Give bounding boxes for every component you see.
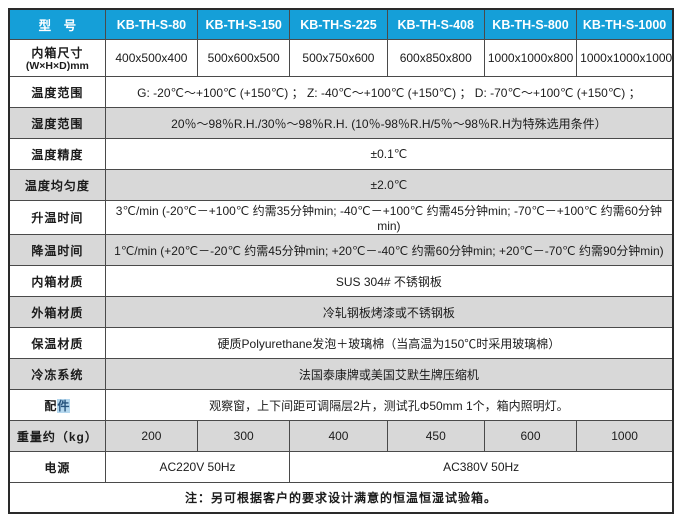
- header-model-kb-th-s-1000: KB-TH-S-1000: [576, 8, 674, 40]
- heating-time-value: 3℃/min (-20℃－+100℃ 约需35分钟min; -40℃－+100℃…: [104, 200, 674, 235]
- humidity-range-value: 20％～98％R.H./30％～98％R.H. (10％-98％R.H/5％～9…: [104, 107, 674, 139]
- accessories-value: 观察窗，上下间距可调隔层2片，测试孔Φ50mm 1个，箱内照明灯。: [104, 389, 674, 421]
- row-label-temp-range: 温度范围: [8, 76, 106, 108]
- row-temp-range: 温度范围 G: -20℃～+100℃ (+150℃) ； Z: -40℃～+10…: [8, 76, 674, 108]
- row-inner-material: 内箱材质 SUS 304# 不锈钢板: [8, 265, 674, 297]
- weight-value: 300: [197, 420, 291, 452]
- weight-value: 400: [289, 420, 388, 452]
- row-label-humidity-range: 湿度范围: [8, 107, 106, 139]
- inner-size-value: 400x500x400: [104, 39, 199, 77]
- outer-material-value: 冷轧钢板烤漆或不锈钢板: [104, 296, 674, 328]
- power-value-380v: AC380V 50Hz: [289, 451, 674, 483]
- row-label-inner-size: 内箱尺寸 (W×H×D)mm: [8, 39, 106, 77]
- header-model-label: 型 号: [8, 8, 106, 40]
- power-value-220v: AC220V 50Hz: [104, 451, 291, 483]
- header-model-kb-th-s-408: KB-TH-S-408: [386, 8, 485, 40]
- row-outer-material: 外箱材质 冷轧钢板烤漆或不锈钢板: [8, 296, 674, 328]
- row-heating-time: 升温时间 3℃/min (-20℃－+100℃ 约需35分钟min; -40℃－…: [8, 200, 674, 235]
- refrigeration-value: 法国泰康牌或美国艾默生牌压缩机: [104, 358, 674, 390]
- header-model-kb-th-s-225: KB-TH-S-225: [289, 8, 388, 40]
- row-label-accessories: 配件: [8, 389, 106, 421]
- cooling-time-value: 1℃/min (+20℃－-20℃ 约需45分钟min; +20℃－-40℃ 约…: [104, 234, 674, 266]
- row-label-heating-time: 升温时间: [8, 200, 106, 235]
- header-model-kb-th-s-80: KB-TH-S-80: [104, 8, 199, 40]
- row-label-inner-material: 内箱材质: [8, 265, 106, 297]
- row-temp-uniformity: 温度均匀度 ±2.0℃: [8, 169, 674, 201]
- row-insulation: 保温材质 硬质Polyurethane发泡＋玻璃棉（当高温为150℃时采用玻璃棉…: [8, 327, 674, 359]
- header-model-kb-th-s-150: KB-TH-S-150: [197, 8, 291, 40]
- weight-value: 1000: [576, 420, 674, 452]
- row-label-outer-material: 外箱材质: [8, 296, 106, 328]
- row-label-insulation: 保温材质: [8, 327, 106, 359]
- note-text: 注：另可根据客户的要求设计满意的恒温恒湿试验箱。: [8, 482, 674, 513]
- inner-size-value: 1000x1000x800: [483, 39, 578, 77]
- accessories-label-selected-text: 件: [57, 398, 71, 413]
- row-humidity-range: 湿度范围 20％～98％R.H./30％～98％R.H. (10％-98％R.H…: [8, 107, 674, 139]
- header-row: 型 号 KB-TH-S-80 KB-TH-S-150 KB-TH-S-225 K…: [8, 8, 674, 40]
- temp-accuracy-value: ±0.1℃: [104, 138, 674, 170]
- spec-table: 型 号 KB-TH-S-80 KB-TH-S-150 KB-TH-S-225 K…: [8, 8, 674, 514]
- row-weight: 重量约（kg） 200 300 400 450 600 1000: [8, 420, 674, 452]
- inner-size-sublabel: (W×H×D)mm: [25, 60, 89, 72]
- temp-range-value: G: -20℃～+100℃ (+150℃) ； Z: -40℃～+100℃ (+…: [104, 76, 674, 108]
- row-inner-size: 内箱尺寸 (W×H×D)mm 400x500x400 500x600x500 5…: [8, 39, 674, 77]
- row-accessories: 配件 观察窗，上下间距可调隔层2片，测试孔Φ50mm 1个，箱内照明灯。: [8, 389, 674, 421]
- inner-material-value: SUS 304# 不锈钢板: [104, 265, 674, 297]
- weight-value: 450: [386, 420, 485, 452]
- insulation-value: 硬质Polyurethane发泡＋玻璃棉（当高温为150℃时采用玻璃棉）: [104, 327, 674, 359]
- row-label-temp-uniformity: 温度均匀度: [8, 169, 106, 201]
- row-temp-accuracy: 温度精度 ±0.1℃: [8, 138, 674, 170]
- inner-size-value: 600x850x800: [386, 39, 485, 77]
- row-label-refrigeration: 冷冻系统: [8, 358, 106, 390]
- inner-size-value: 500x600x500: [197, 39, 291, 77]
- row-refrigeration: 冷冻系统 法国泰康牌或美国艾默生牌压缩机: [8, 358, 674, 390]
- temp-uniformity-value: ±2.0℃: [104, 169, 674, 201]
- inner-size-value: 1000x1000x1000: [576, 39, 674, 77]
- row-note: 注：另可根据客户的要求设计满意的恒温恒湿试验箱。: [8, 482, 674, 513]
- weight-value: 200: [104, 420, 199, 452]
- header-model-kb-th-s-800: KB-TH-S-800: [483, 8, 578, 40]
- row-label-cooling-time: 降温时间: [8, 234, 106, 266]
- row-label-weight: 重量约（kg）: [8, 420, 106, 452]
- accessories-label-pre: 配: [44, 398, 58, 413]
- inner-size-value: 500x750x600: [289, 39, 388, 77]
- row-cooling-time: 降温时间 1℃/min (+20℃－-20℃ 约需45分钟min; +20℃－-…: [8, 234, 674, 266]
- inner-size-label: 内箱尺寸: [31, 46, 84, 60]
- row-label-power: 电源: [8, 451, 106, 483]
- row-power: 电源 AC220V 50Hz AC380V 50Hz: [8, 451, 674, 483]
- weight-value: 600: [483, 420, 578, 452]
- spec-sheet-page: 型 号 KB-TH-S-80 KB-TH-S-150 KB-TH-S-225 K…: [8, 8, 674, 514]
- row-label-temp-accuracy: 温度精度: [8, 138, 106, 170]
